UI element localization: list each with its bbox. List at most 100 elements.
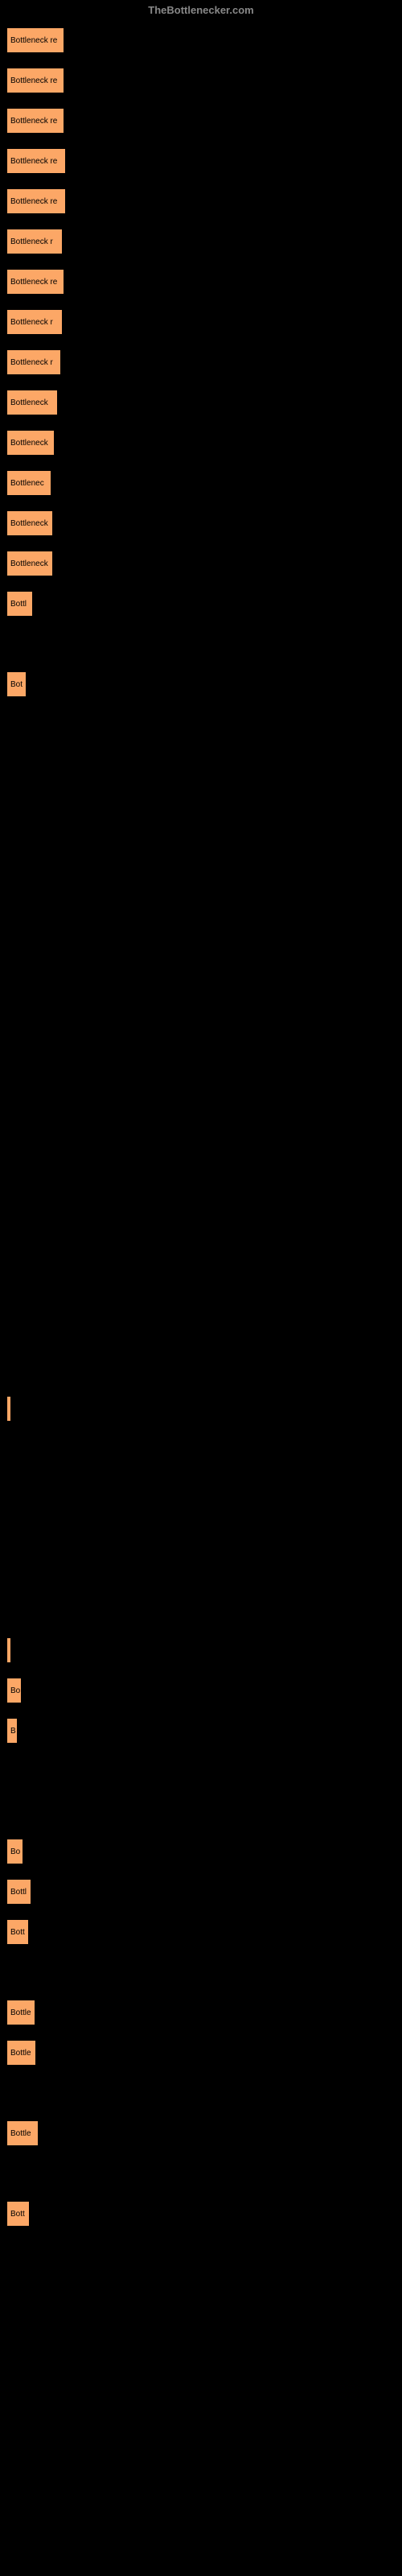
chart-row bbox=[6, 624, 396, 664]
chart-row bbox=[6, 1791, 396, 1831]
chart-row bbox=[6, 1550, 396, 1590]
chart-bar: Bottleneck r bbox=[6, 349, 61, 375]
chart-bar: B bbox=[6, 1718, 18, 1744]
chart-row: Bottleneck r bbox=[6, 342, 396, 382]
bar-chart: Bottleneck re Bottleneck re Bottleneck re B… bbox=[6, 20, 396, 2568]
chart-bar: Bottl bbox=[6, 1879, 31, 1905]
chart-row: Bottl bbox=[6, 1872, 396, 1912]
bar-label: Bottl bbox=[10, 1888, 27, 1897]
chart-bar: Bot bbox=[6, 671, 27, 697]
chart-row: Bottleneck re bbox=[6, 101, 396, 141]
chart-bar bbox=[6, 1396, 11, 1422]
chart-row: Bott bbox=[6, 2194, 396, 2234]
chart-row: B bbox=[6, 1711, 396, 1751]
chart-row bbox=[6, 1509, 396, 1550]
chart-row bbox=[6, 1026, 396, 1067]
chart-row: Bottleneck bbox=[6, 503, 396, 543]
chart-bar: Bottl bbox=[6, 591, 33, 617]
bar-label: Bottleneck re bbox=[10, 157, 57, 166]
bar-label: Bottle bbox=[10, 2129, 31, 2138]
bar-label: Bottleneck re bbox=[10, 197, 57, 206]
chart-row: Bottleneck re bbox=[6, 141, 396, 181]
site-header: TheBottlenecker.com bbox=[148, 4, 254, 16]
chart-bar bbox=[6, 1637, 11, 1663]
chart-bar: Bottle bbox=[6, 2040, 36, 2066]
chart-bar: Bottlenec bbox=[6, 470, 51, 496]
chart-row bbox=[6, 946, 396, 986]
bar-label: Bot bbox=[10, 680, 23, 689]
chart-row: Bottleneck bbox=[6, 423, 396, 463]
chart-row: Bottleneck bbox=[6, 543, 396, 584]
bar-label: Bottleneck re bbox=[10, 36, 57, 45]
chart-bar: Bottleneck re bbox=[6, 68, 64, 93]
chart-row bbox=[6, 825, 396, 865]
chart-row: Bottleneck r bbox=[6, 302, 396, 342]
chart-bar: Bott bbox=[6, 1919, 29, 1945]
chart-row bbox=[6, 1469, 396, 1509]
chart-bar: Bottleneck bbox=[6, 390, 58, 415]
bar-label: Bottleneck r bbox=[10, 237, 53, 246]
chart-bar: Bottleneck re bbox=[6, 108, 64, 134]
chart-row bbox=[6, 1147, 396, 1187]
chart-row: Bottleneck bbox=[6, 382, 396, 423]
chart-bar: Bottleneck re bbox=[6, 148, 66, 174]
bar-label: Bottle bbox=[10, 2008, 31, 2017]
chart-row bbox=[6, 986, 396, 1026]
bar-label: Bo bbox=[10, 1686, 20, 1695]
bar-label: Bottleneck re bbox=[10, 278, 57, 287]
bar-label: Bottleneck re bbox=[10, 117, 57, 126]
chart-row: Bottleneck re bbox=[6, 20, 396, 60]
chart-row bbox=[6, 1751, 396, 1791]
chart-bar: Bott bbox=[6, 2201, 30, 2227]
bar-label: Bottleneck bbox=[10, 559, 48, 568]
chart-row: Bottle bbox=[6, 2033, 396, 2073]
chart-bar: Bo bbox=[6, 1839, 23, 1864]
chart-row: Bottle bbox=[6, 2113, 396, 2153]
chart-row: Bottleneck r bbox=[6, 221, 396, 262]
bar-label: Bo bbox=[10, 1847, 20, 1856]
chart-row bbox=[6, 1429, 396, 1469]
bar-label: Bottlenec bbox=[10, 479, 44, 488]
chart-bar: Bottleneck r bbox=[6, 309, 63, 335]
chart-row: Bott bbox=[6, 1912, 396, 1952]
chart-row: Bottlenec bbox=[6, 463, 396, 503]
bar-label: Bottleneck bbox=[10, 398, 48, 407]
chart-row bbox=[6, 1187, 396, 1228]
chart-bar: Bottleneck re bbox=[6, 269, 64, 295]
bar-label: Bott bbox=[10, 1928, 25, 1937]
chart-row bbox=[6, 1348, 396, 1389]
chart-row bbox=[6, 865, 396, 906]
chart-row bbox=[6, 1590, 396, 1630]
chart-bar: Bottle bbox=[6, 2120, 39, 2146]
chart-row: Bottleneck re bbox=[6, 262, 396, 302]
chart-row bbox=[6, 1308, 396, 1348]
chart-row bbox=[6, 1228, 396, 1268]
chart-bar: Bottleneck bbox=[6, 510, 53, 536]
chart-bar: Bottleneck re bbox=[6, 27, 64, 53]
chart-row bbox=[6, 1067, 396, 1107]
chart-row bbox=[6, 2073, 396, 2113]
bar-label: Bottleneck re bbox=[10, 76, 57, 85]
bar-label: B bbox=[10, 1727, 16, 1736]
chart-bar: Bottleneck bbox=[6, 430, 55, 456]
chart-row: Bo bbox=[6, 1831, 396, 1872]
chart-row bbox=[6, 1268, 396, 1308]
chart-row: Bo bbox=[6, 1670, 396, 1711]
chart-row bbox=[6, 2153, 396, 2194]
chart-row bbox=[6, 906, 396, 946]
chart-row bbox=[6, 1630, 396, 1670]
chart-bar: Bottleneck re bbox=[6, 188, 66, 214]
chart-row bbox=[6, 704, 396, 745]
chart-bar: Bo bbox=[6, 1678, 22, 1703]
chart-row bbox=[6, 745, 396, 785]
chart-row: Bottl bbox=[6, 584, 396, 624]
chart-row bbox=[6, 1952, 396, 1992]
bar-label: Bottleneck r bbox=[10, 358, 53, 367]
chart-bar: Bottleneck r bbox=[6, 229, 63, 254]
chart-row: Bottleneck re bbox=[6, 60, 396, 101]
bar-label: Bottleneck bbox=[10, 519, 48, 528]
bar-label: Bott bbox=[10, 2210, 25, 2219]
chart-row: Bottleneck re bbox=[6, 181, 396, 221]
chart-row: Bottle bbox=[6, 1992, 396, 2033]
bar-label: Bottle bbox=[10, 2049, 31, 2058]
